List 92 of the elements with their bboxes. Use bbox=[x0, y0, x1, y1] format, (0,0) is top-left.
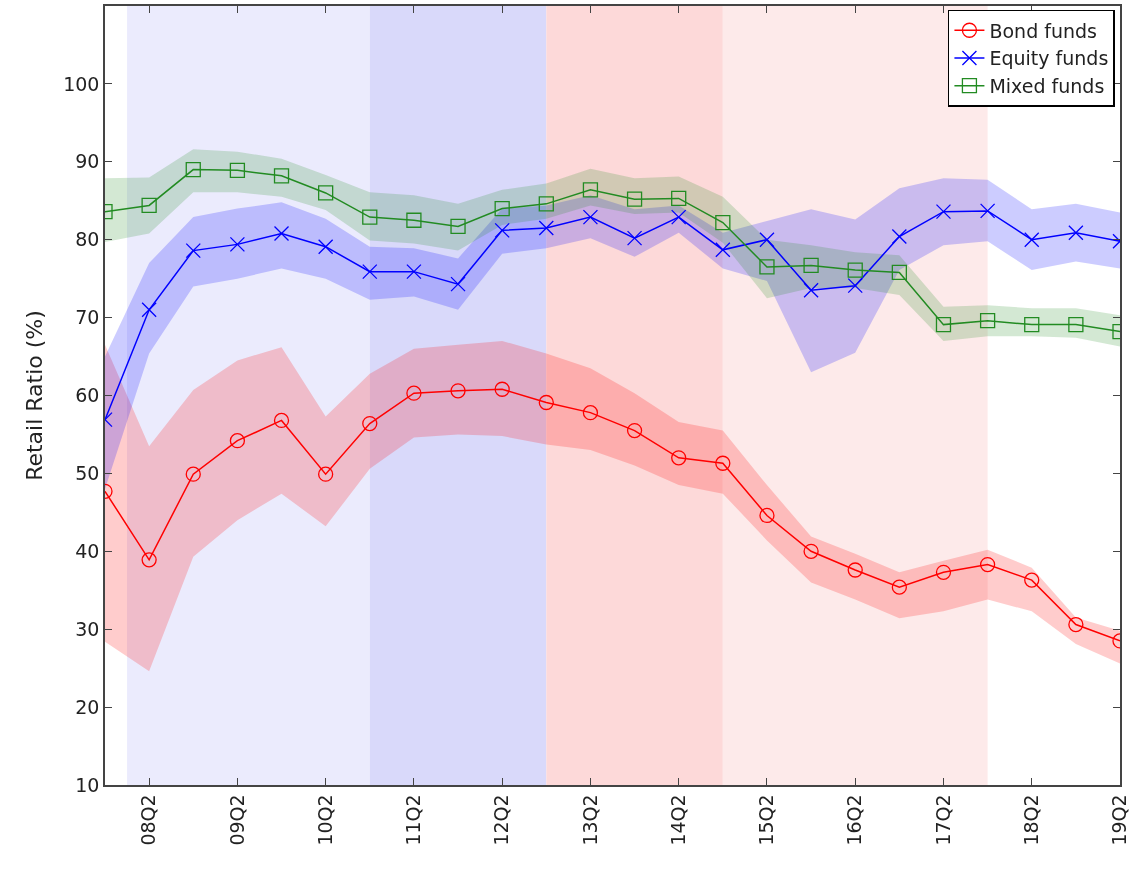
point bbox=[185, 242, 201, 259]
point bbox=[1068, 616, 1084, 633]
x-tick-label: 11Q2 bbox=[402, 794, 425, 846]
point bbox=[715, 455, 731, 471]
point bbox=[538, 394, 554, 411]
point bbox=[1024, 316, 1040, 333]
point bbox=[979, 203, 996, 219]
point bbox=[803, 282, 819, 298]
point bbox=[185, 466, 201, 482]
point bbox=[273, 412, 290, 429]
point bbox=[582, 404, 599, 421]
point bbox=[538, 220, 554, 236]
point bbox=[362, 263, 378, 280]
point bbox=[891, 579, 907, 595]
x-tick-label: 19Q2 bbox=[1108, 794, 1131, 846]
point bbox=[141, 197, 157, 214]
x-tick-label: 08Q2 bbox=[137, 794, 160, 846]
point bbox=[671, 190, 687, 207]
y-tick-label: 30 bbox=[75, 617, 100, 640]
legend-label: Equity funds bbox=[989, 47, 1109, 70]
point bbox=[318, 466, 334, 482]
y-axis-title: Retail Ratio (%) bbox=[22, 310, 48, 481]
x-tick-label: 12Q2 bbox=[490, 794, 513, 846]
point bbox=[979, 556, 996, 573]
x-tick-label: 15Q2 bbox=[755, 794, 778, 846]
point bbox=[803, 257, 819, 274]
point bbox=[847, 562, 863, 578]
point bbox=[273, 168, 290, 184]
y-tick-label: 40 bbox=[75, 539, 100, 562]
point bbox=[935, 204, 952, 220]
point bbox=[406, 263, 422, 280]
point bbox=[582, 209, 599, 225]
point bbox=[229, 162, 246, 179]
point bbox=[450, 276, 466, 292]
point bbox=[759, 232, 775, 248]
point bbox=[406, 385, 422, 401]
point bbox=[715, 242, 731, 258]
point bbox=[891, 228, 907, 245]
point bbox=[538, 196, 554, 212]
x-tick-label: 16Q2 bbox=[843, 794, 866, 846]
point bbox=[229, 433, 246, 449]
point bbox=[847, 262, 863, 278]
point bbox=[1068, 225, 1084, 241]
y-tick-label: 20 bbox=[75, 695, 100, 718]
y-tick-label: 100 bbox=[63, 72, 100, 95]
point bbox=[494, 222, 510, 238]
point bbox=[318, 239, 334, 255]
point bbox=[626, 230, 643, 246]
point bbox=[891, 264, 907, 281]
point bbox=[1024, 232, 1040, 248]
point bbox=[671, 450, 687, 466]
x-tick-label: 13Q2 bbox=[578, 794, 601, 846]
x-tick-label: 10Q2 bbox=[313, 794, 336, 846]
point bbox=[1024, 572, 1040, 588]
point bbox=[671, 209, 687, 225]
y-tick-label: 60 bbox=[75, 384, 100, 407]
x-tick-label: 14Q2 bbox=[666, 794, 689, 846]
point bbox=[494, 200, 510, 217]
point bbox=[759, 259, 775, 275]
point bbox=[450, 218, 466, 235]
y-tick-label: 90 bbox=[75, 150, 100, 173]
point bbox=[626, 422, 643, 439]
point bbox=[362, 209, 378, 225]
x-tick-label: 18Q2 bbox=[1019, 794, 1042, 846]
point bbox=[935, 316, 952, 333]
point bbox=[450, 383, 466, 399]
point bbox=[273, 225, 290, 242]
y-tick-label: 10 bbox=[75, 773, 100, 796]
point bbox=[626, 191, 643, 207]
point bbox=[406, 212, 422, 228]
point bbox=[803, 543, 819, 559]
point bbox=[935, 564, 952, 580]
x-tick-label: 09Q2 bbox=[225, 794, 248, 846]
point bbox=[318, 185, 334, 201]
y-tick-label: 50 bbox=[75, 462, 100, 485]
point bbox=[185, 161, 201, 178]
point bbox=[847, 278, 863, 294]
y-tick-label: 80 bbox=[75, 228, 100, 251]
point bbox=[362, 415, 378, 432]
point bbox=[715, 214, 731, 231]
legend-label: Mixed funds bbox=[989, 75, 1105, 98]
point bbox=[141, 552, 157, 568]
point bbox=[1068, 316, 1084, 333]
point bbox=[494, 381, 510, 397]
point bbox=[141, 302, 157, 318]
point bbox=[229, 236, 246, 253]
y-tick-label: 70 bbox=[75, 306, 100, 329]
point bbox=[759, 507, 775, 524]
x-tick-label: 17Q2 bbox=[931, 794, 954, 846]
point bbox=[582, 182, 599, 198]
legend-label: Bond funds bbox=[989, 19, 1097, 42]
point bbox=[979, 313, 996, 329]
